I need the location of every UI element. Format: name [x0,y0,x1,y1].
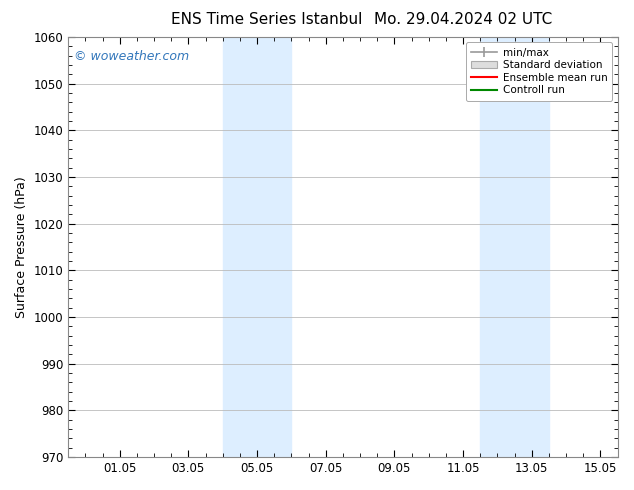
Y-axis label: Surface Pressure (hPa): Surface Pressure (hPa) [15,176,28,318]
Bar [481,37,549,457]
Text: Mo. 29.04.2024 02 UTC: Mo. 29.04.2024 02 UTC [373,12,552,27]
Text: ENS Time Series Istanbul: ENS Time Series Istanbul [171,12,362,27]
Text: © woweather.com: © woweather.com [74,50,189,63]
Legend: min/max, Standard deviation, Ensemble mean run, Controll run: min/max, Standard deviation, Ensemble me… [466,42,612,100]
Bar [223,37,292,457]
